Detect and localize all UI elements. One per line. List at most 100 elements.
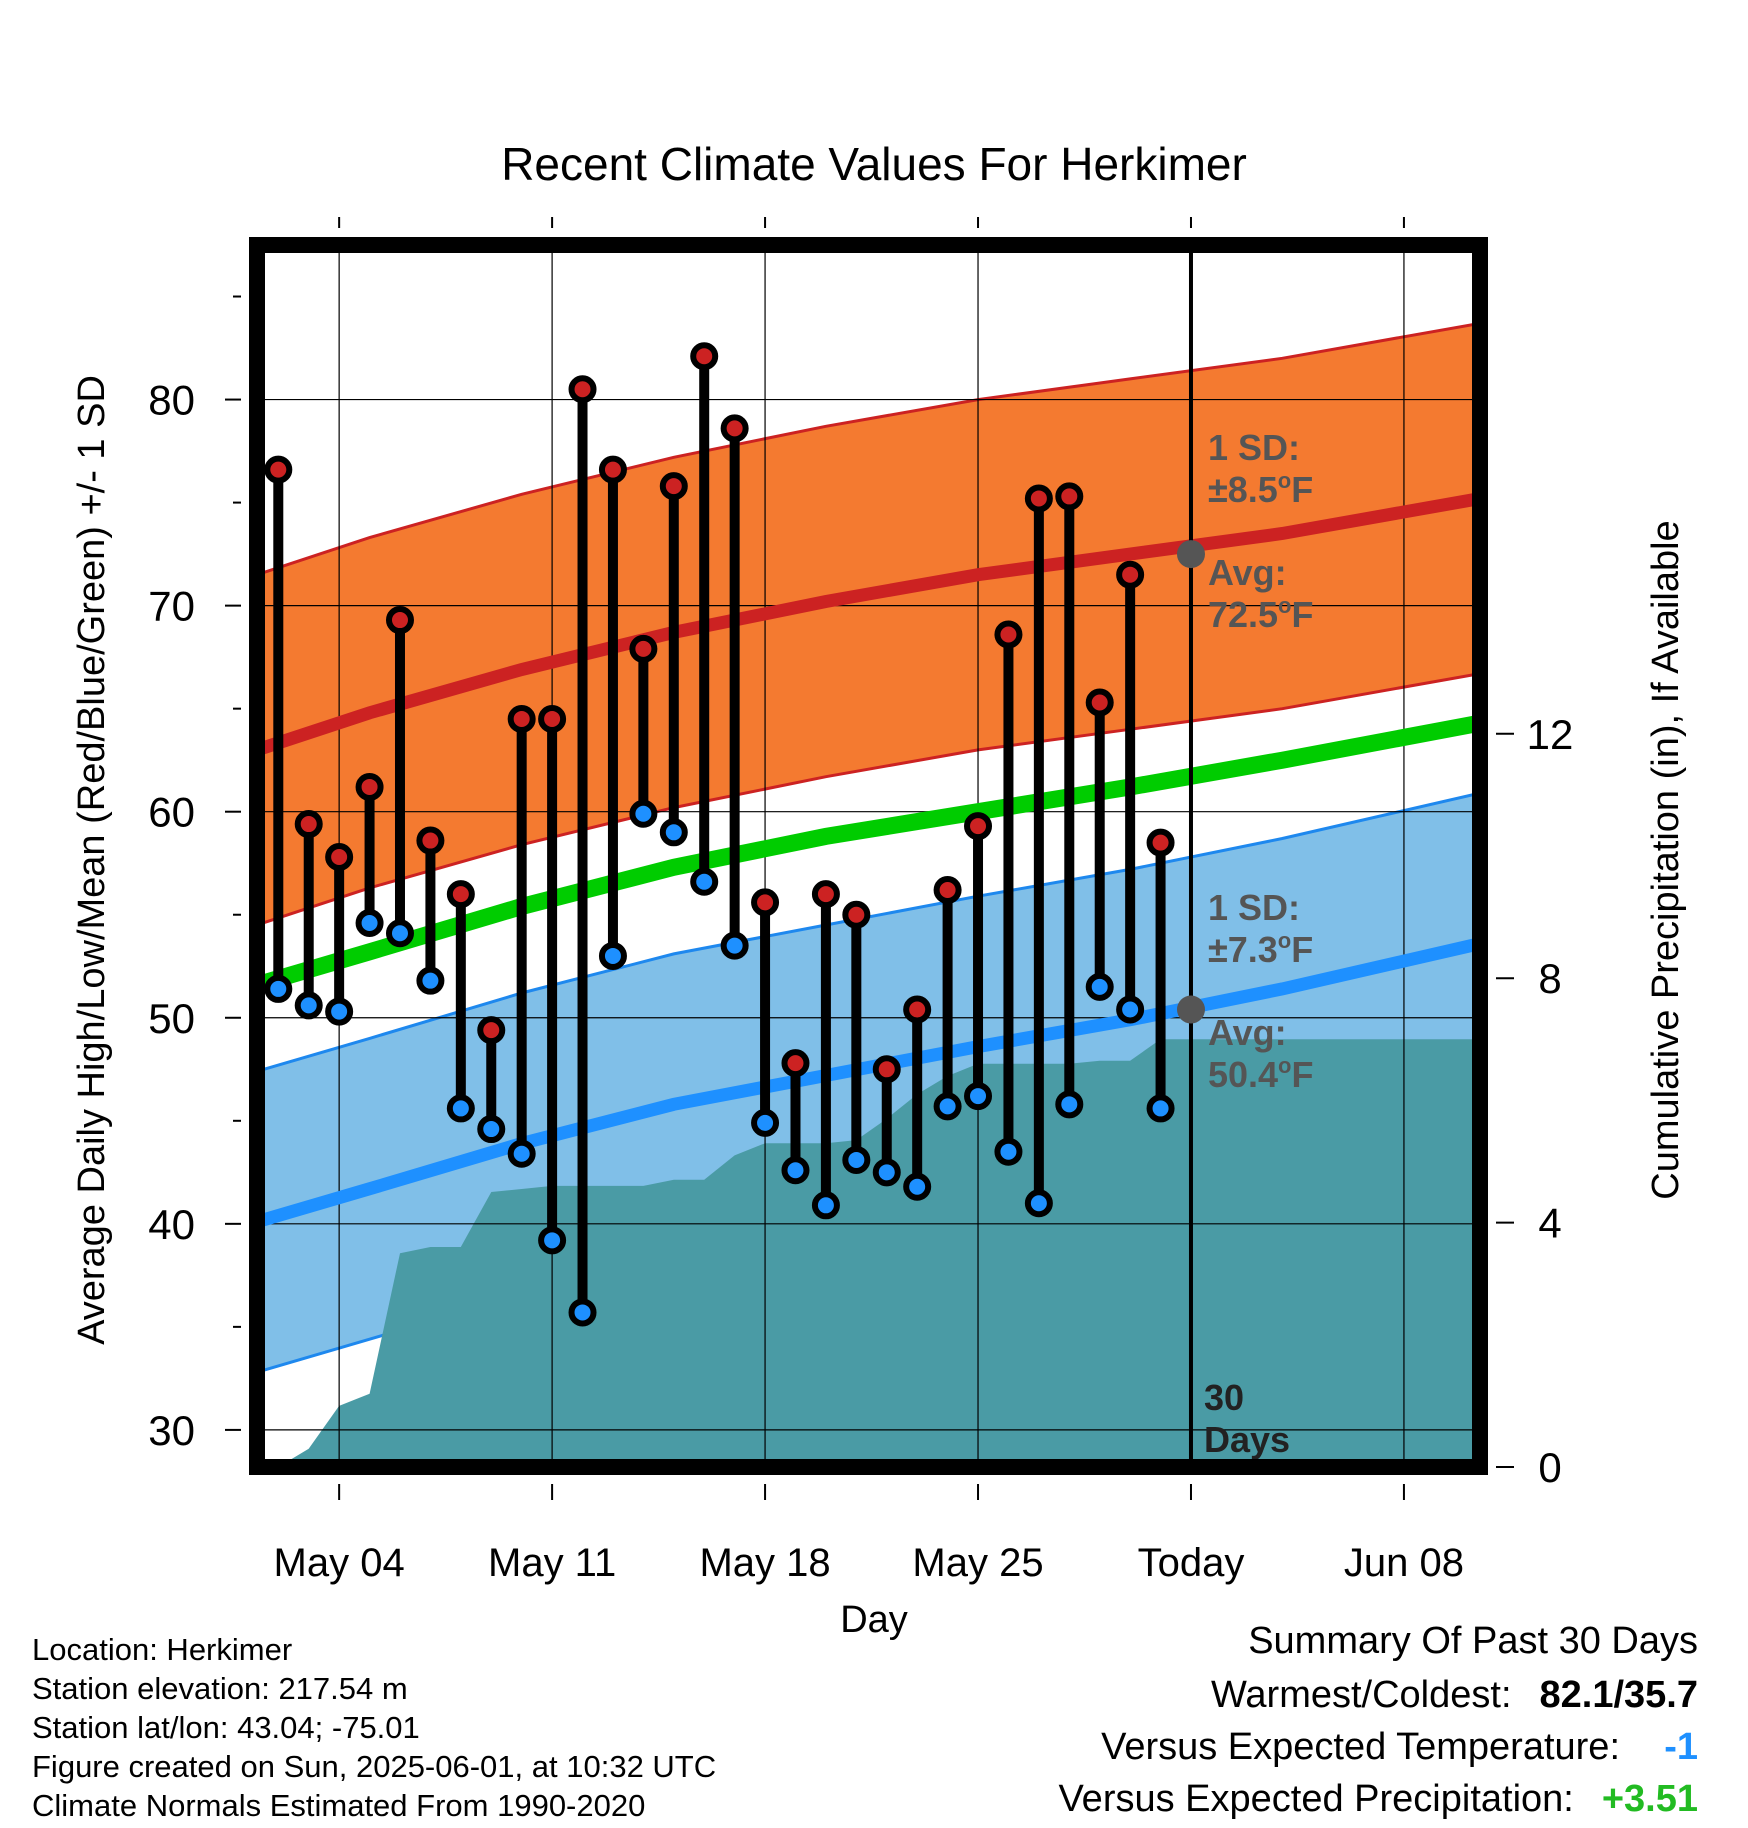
summary-temp-row: Versus Expected Temperature: -1: [1101, 1726, 1698, 1769]
high-avg-label-value: Avg:: [1208, 552, 1287, 593]
y-tick-label: 70: [148, 583, 195, 630]
daily-low-point: [598, 941, 627, 970]
daily-high-point: [872, 1055, 901, 1084]
daily-high-point: [1146, 828, 1175, 857]
daily-high-point: [294, 810, 323, 839]
summary-temp-value: -1: [1664, 1726, 1698, 1768]
daily-high-point: [811, 880, 840, 909]
info-created: Figure created on Sun, 2025-06-01, at 10…: [32, 1749, 717, 1784]
info-latlon: Station lat/lon: 43.04; -75.01: [32, 1710, 420, 1745]
low-sd-value: ±7.3oF: [1208, 928, 1313, 970]
normal-high-band-lower-edge: [257, 672, 1480, 927]
summary-precip-label: Versus Expected Precipitation:: [1058, 1778, 1574, 1820]
daily-high-point: [781, 1049, 810, 1078]
daily-high-point: [1055, 482, 1084, 511]
info-location: Location: Herkimer: [32, 1632, 293, 1667]
daily-high-point: [994, 620, 1023, 649]
high-avg-value-value: 72.5: [1208, 594, 1278, 635]
daily-high-point: [538, 704, 567, 733]
daily-high-point: [842, 900, 871, 929]
daily-low-point: [325, 997, 354, 1026]
low-avg-label: Avg:: [1208, 1012, 1287, 1053]
daily-high-point: [325, 843, 354, 872]
degree-symbol: o: [1278, 1053, 1291, 1078]
degree-symbol: o: [1278, 468, 1291, 493]
summary-warmest-row: Warmest/Coldest: 82.1/35.7: [1211, 1674, 1698, 1717]
daily-low-point: [964, 1082, 993, 1111]
daily-low-point: [751, 1108, 780, 1137]
normal-high-band-upper-edge: [257, 321, 1480, 577]
daily-low-point: [1146, 1094, 1175, 1123]
days-label-text: Days: [1204, 1419, 1290, 1460]
daily-high-point: [416, 826, 445, 855]
unit-label: F: [1291, 929, 1313, 970]
y2-tick-label: 4: [1538, 1200, 1561, 1247]
daily-low-point: [720, 931, 749, 960]
y-axis-title: Average Daily High/Low/Mean (Red/Blue/Gr…: [71, 375, 113, 1345]
daily-high-point: [264, 455, 293, 484]
summary-warmest-value: 82.1/35.7: [1539, 1674, 1698, 1716]
x-tick-label: Today: [1138, 1541, 1245, 1585]
y-tick-label: 60: [148, 789, 195, 836]
high-sd-value: ±8.5oF: [1208, 468, 1313, 510]
x-tick-label: May 11: [488, 1541, 616, 1585]
daily-low-point: [842, 1145, 871, 1174]
daily-low-point: [872, 1158, 901, 1187]
info-elevation: Station elevation: 217.54 m: [32, 1671, 408, 1706]
low-avg-label-value: Avg:: [1208, 1012, 1287, 1053]
daily-high-point: [933, 876, 962, 905]
degree-symbol: o: [1278, 593, 1291, 618]
x-tick-label: Jun 08: [1344, 1541, 1464, 1585]
plot-frame: [249, 237, 1488, 1475]
high-sd-label-value: 1 SD:: [1208, 427, 1300, 468]
precipitation-area: [278, 1039, 1480, 1467]
low-avg-value-value: 50.4: [1208, 1054, 1278, 1095]
degree-symbol: o: [1278, 928, 1291, 953]
daily-low-point: [1024, 1189, 1053, 1218]
unit-label: F: [1292, 1054, 1314, 1095]
info-normals: Climate Normals Estimated From 1990-2020: [32, 1788, 646, 1823]
daily-high-point: [964, 812, 993, 841]
days-label-number: 30: [1204, 1377, 1244, 1418]
daily-low-point: [355, 908, 384, 937]
today-high-normal-marker: [1176, 540, 1205, 569]
summary-precip-row: Versus Expected Precipitation: +3.51: [1058, 1778, 1698, 1821]
y-tick-label: 30: [148, 1407, 195, 1454]
daily-high-point: [355, 772, 384, 801]
daily-low-point: [1116, 995, 1145, 1024]
daily-high-point: [568, 375, 597, 404]
x-tick-label: May 18: [699, 1541, 830, 1585]
daily-low-point: [811, 1191, 840, 1220]
summary-precip-value: +3.51: [1601, 1778, 1698, 1820]
daily-high-point: [629, 634, 658, 663]
daily-low-point: [446, 1094, 475, 1123]
normal-high-mean-line: [257, 492, 1480, 757]
low-sd-label-value: 1 SD:: [1208, 887, 1300, 928]
normal-mean-line: [257, 714, 1480, 993]
high-avg-label: Avg:: [1208, 552, 1287, 593]
daily-high-point: [720, 414, 749, 443]
daily-low-point: [294, 991, 323, 1020]
daily-high-point: [385, 606, 414, 635]
x-axis-title: Day: [840, 1599, 908, 1641]
y-tick-label: 40: [148, 1201, 195, 1248]
high-sd-value-value: ±8.5: [1208, 469, 1278, 510]
summary-warmest-label: Warmest/Coldest:: [1210, 1674, 1512, 1716]
daily-low-point: [507, 1139, 536, 1168]
y-tick-label: 80: [148, 377, 195, 424]
daily-high-point: [507, 704, 536, 733]
daily-low-point: [781, 1156, 810, 1185]
daily-low-point: [629, 799, 658, 828]
daily-low-point: [385, 919, 414, 948]
y2-axis-title: Cumulative Precipitation (in), If Availa…: [1645, 520, 1687, 1199]
daily-low-point: [568, 1298, 597, 1327]
daily-high-point: [1085, 688, 1114, 717]
daily-low-point: [264, 974, 293, 1003]
summary-temp-label: Versus Expected Temperature:: [1101, 1726, 1620, 1768]
daily-high-point: [1024, 484, 1053, 513]
daily-high-point: [659, 472, 688, 501]
low-sd-value-value: ±7.3: [1208, 929, 1278, 970]
daily-low-point: [1085, 972, 1114, 1001]
y2-tick-label: 8: [1538, 955, 1561, 1002]
